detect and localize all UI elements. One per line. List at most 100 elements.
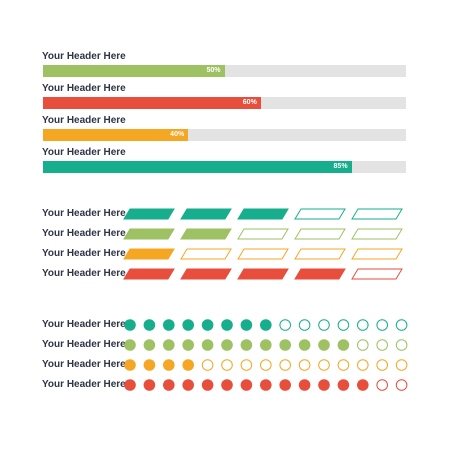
- progress-fill: 50%: [43, 65, 225, 77]
- dot-filled: [124, 359, 136, 371]
- dot-filled: [163, 379, 175, 391]
- segment-filled: [294, 268, 346, 280]
- segment-empty: [351, 268, 403, 280]
- segment-row-label: Your Header Here: [42, 248, 126, 259]
- dot-empty: [376, 379, 389, 391]
- dot-filled: [318, 339, 330, 351]
- dot-empty: [395, 319, 408, 331]
- segment-empty: [180, 248, 232, 260]
- dot-row-label: Your Header Here: [42, 359, 126, 370]
- dot-row-label: Your Header Here: [42, 379, 126, 390]
- dot-row-label: Your Header Here: [42, 319, 126, 330]
- segment-filled: [180, 268, 232, 280]
- segment-filled: [123, 248, 175, 260]
- dot-filled: [240, 379, 253, 391]
- dot-filled: [182, 319, 194, 331]
- dot-empty: [260, 359, 272, 371]
- dot-filled: [182, 379, 194, 391]
- progress-label: Your Header Here: [42, 51, 126, 62]
- dot-filled: [124, 319, 136, 331]
- dot-filled: [337, 379, 350, 391]
- progress-track: 60%: [43, 97, 406, 109]
- dot-filled: [163, 339, 175, 351]
- dot-filled: [201, 319, 214, 331]
- progress-value: 40%: [170, 131, 185, 138]
- dot-empty: [376, 359, 389, 371]
- dot-empty: [318, 359, 330, 371]
- segment-filled: [123, 208, 175, 220]
- dot-filled: [182, 359, 194, 371]
- segment-filled: [237, 268, 289, 280]
- dot-filled: [279, 379, 292, 391]
- dot-empty: [298, 319, 311, 331]
- dot-filled: [201, 379, 214, 391]
- dot-filled: [124, 379, 136, 391]
- progress-label: Your Header Here: [42, 147, 126, 158]
- dot-empty: [279, 319, 292, 331]
- dot-empty: [357, 319, 369, 331]
- progress-track: 50%: [43, 65, 406, 77]
- dot-empty: [240, 359, 253, 371]
- segment-empty: [351, 228, 403, 240]
- dot-filled: [124, 339, 136, 351]
- segment-empty: [294, 248, 346, 260]
- segment-empty: [237, 248, 289, 260]
- segment-empty: [351, 248, 403, 260]
- dot-filled: [337, 339, 350, 351]
- dot-filled: [260, 319, 272, 331]
- dot-filled: [143, 379, 156, 391]
- progress-track: 40%: [43, 129, 406, 141]
- dot-filled: [143, 319, 156, 331]
- segment-filled: [180, 208, 232, 220]
- segment-filled: [237, 208, 289, 220]
- dot-empty: [279, 359, 292, 371]
- dot-filled: [260, 339, 272, 351]
- dot-empty: [357, 339, 369, 351]
- dot-filled: [143, 339, 156, 351]
- dot-filled: [240, 319, 253, 331]
- segment-empty: [294, 228, 346, 240]
- dot-filled: [221, 339, 233, 351]
- progress-label: Your Header Here: [42, 83, 126, 94]
- segment-filled: [123, 228, 175, 240]
- dot-filled: [240, 339, 253, 351]
- dot-empty: [201, 359, 214, 371]
- dot-empty: [337, 319, 350, 331]
- dot-filled: [143, 359, 156, 371]
- progress-value: 85%: [333, 163, 348, 170]
- dot-empty: [318, 319, 330, 331]
- progress-fill: 60%: [43, 97, 261, 109]
- dot-empty: [395, 339, 408, 351]
- dot-row-label: Your Header Here: [42, 339, 126, 350]
- segment-empty: [237, 228, 289, 240]
- dot-filled: [163, 319, 175, 331]
- segment-empty: [351, 208, 403, 220]
- dot-empty: [395, 379, 408, 391]
- segment-empty: [294, 208, 346, 220]
- segment-row-label: Your Header Here: [42, 268, 126, 279]
- dot-empty: [357, 359, 369, 371]
- dot-filled: [318, 379, 330, 391]
- dot-filled: [279, 339, 292, 351]
- dot-filled: [298, 339, 311, 351]
- dot-filled: [260, 379, 272, 391]
- progress-value: 50%: [206, 67, 221, 74]
- dot-empty: [337, 359, 350, 371]
- dot-empty: [221, 359, 233, 371]
- progress-track: 85%: [43, 161, 406, 173]
- dot-empty: [298, 359, 311, 371]
- dot-filled: [221, 319, 233, 331]
- dot-filled: [357, 379, 369, 391]
- progress-value: 60%: [242, 99, 257, 106]
- dot-filled: [163, 359, 175, 371]
- dot-empty: [395, 359, 408, 371]
- dot-filled: [298, 379, 311, 391]
- dot-filled: [201, 339, 214, 351]
- dot-filled: [221, 379, 233, 391]
- progress-fill: 40%: [43, 129, 189, 141]
- progress-fill: 85%: [43, 161, 352, 173]
- segment-filled: [123, 268, 175, 280]
- dot-filled: [182, 339, 194, 351]
